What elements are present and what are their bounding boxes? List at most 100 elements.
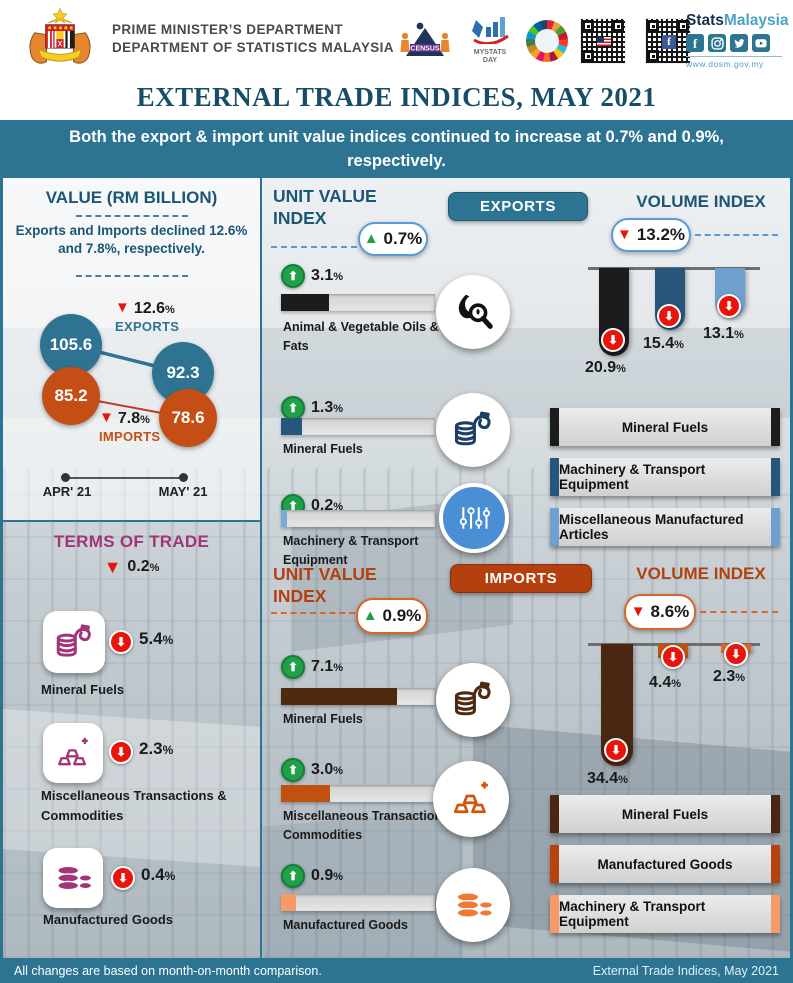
down-arrow-badge: ⬇ [111,866,135,890]
qr-finder-icon [582,20,594,32]
exports-change: ▼ 12.6% [115,299,175,317]
dashed-divider [271,246,357,248]
footer-source: External Trade Indices, May 2021 [592,963,779,978]
up-arrow-badge: ⬆ [281,864,305,888]
qr-finder-icon [582,50,594,62]
imports-unit-value-title: UNIT VALUE INDEX [273,564,377,606]
imports-volume-headline: ▼ 8.6% [624,594,696,630]
terms-item-value: 5.4% [139,629,174,648]
qr-finder-icon [647,20,659,32]
mystats-day-icon [472,17,509,46]
row-bar-fill [281,510,287,527]
qr-finder-icon [612,20,624,32]
x-axis [65,477,185,479]
exports-volume-headline: ▼ 13.2% [611,218,691,252]
coins-icon [57,865,93,891]
axis-dot [61,473,70,482]
row-bar-track [281,510,435,527]
imports-volume-value: 2.3% [713,668,746,685]
imports-unit-value-headline: ▲ 0.9% [356,598,428,634]
dashed-divider [700,611,778,613]
row-bar-track [281,688,435,705]
terms-item-label: Mineral Fuels [41,682,125,697]
fuel-pump-icon [56,624,91,657]
row-value: 0.2% [311,497,344,514]
malaysia-coat-of-arms-icon [29,7,91,64]
exports-volume-value: 13.1% [703,325,744,342]
qr-code-dosm [580,18,626,64]
mystats-day-logo: MYSTATS DAY [462,14,518,64]
row-bar-fill [281,418,302,435]
imports-pill: IMPORTS [450,564,592,593]
gold-bars-icon [453,781,488,814]
terms-item-label: Manufactured Goods [43,912,174,927]
imports-volume-value: 4.4% [649,674,682,691]
left-panel-divider [3,520,260,522]
row-bar-track [281,294,435,311]
down-arrow-badge: ⬇ [717,294,741,318]
census-2020-logo-icon: CENSUS [400,22,450,56]
legend-item: Miscellaneous Manufactured Articles [550,508,780,546]
row-value: 3.1% [311,267,344,284]
down-arrow-badge: ⬇ [601,328,625,352]
legend-item: Mineral Fuels [550,408,780,446]
exports-unit-value-title: UNIT VALUE INDEX [273,186,377,228]
commodity-icon-circle [439,483,509,553]
exports-volume-title: VOLUME INDEX [636,192,766,211]
oil-search-icon [458,294,493,329]
commodity-icon-circle [436,275,510,349]
fuel-pump-icon [454,681,491,716]
terms-item-card [43,723,103,783]
value-panel-title: VALUE (RM BILLION) [45,188,218,207]
website-link[interactable]: www.dosm.gov.my [686,56,782,69]
qr-finder-icon [647,50,659,62]
commodity-icon-circle [433,761,509,837]
terms-item-label: Miscellaneous Transactions & Commodities [41,788,227,824]
mystats-label-line2: DAY [482,56,498,64]
terms-item-card [43,611,105,673]
imports-change: ▼ 7.8% [99,409,150,427]
row-value: 1.3% [311,399,344,416]
title-bar: EXTERNAL TRADE INDICES, MAY 2021 [0,80,793,120]
instagram-icon[interactable] [708,34,726,52]
up-triangle-icon: ▲ [363,229,379,247]
stats-malaysia-brand: StatsMalaysia f www.dosm.gov.my [686,12,789,69]
exports-label: EXPORTS [115,319,180,334]
footer: All changes are based on month-on-month … [0,958,793,983]
commodity-icon-circle [436,868,510,942]
dashed-divider [76,275,188,277]
down-triangle-icon: ▼ [99,409,114,426]
row-bar-track [281,418,435,435]
down-arrow-badge: ⬇ [657,304,681,328]
row-label: Miscellaneous Transactions & Commodities [283,809,462,842]
legend-item: Machinery & Transport Equipment [550,458,780,496]
legend-item: Manufactured Goods [550,845,780,883]
facebook-icon: f [662,35,676,49]
header: PRIME MINISTER’S DEPARTMENT DEPARTMENT O… [0,0,793,80]
terms-item-value: 0.4% [141,865,176,884]
row-label: Mineral Fuels [283,712,363,726]
social-icons: f [686,34,782,52]
x-label-may: MAY' 21 [158,484,208,499]
exports-pill: EXPORTS [448,192,588,221]
down-triangle-icon: ▼ [115,299,130,316]
main-content: VALUE (RM BILLION) Exports and Imports d… [0,178,793,958]
key-message-text: Both the export & import unit value indi… [69,128,724,170]
facebook-icon[interactable]: f [686,34,704,52]
sdg-wheel-icon [526,20,568,62]
youtube-icon[interactable] [752,34,770,52]
up-arrow-badge: ⬆ [281,655,305,679]
twitter-icon[interactable] [730,34,748,52]
imports-may-point: 78.6 [159,389,217,447]
census-logo-label: CENSUS [410,46,440,53]
row-label: Machinery & Transport Equipment [283,534,419,567]
dashed-divider [695,234,778,236]
qr-finder-icon [677,20,689,32]
terms-item-value: 2.3% [139,739,174,758]
axis-dot [179,473,188,482]
commodity-icon-circle [436,663,510,737]
value-panel-subtitle: Exports and Imports declined 12.6% and 7… [15,223,248,257]
imports-volume-title: VOLUME INDEX [636,564,766,583]
malaysia-flag-icon [597,37,611,46]
